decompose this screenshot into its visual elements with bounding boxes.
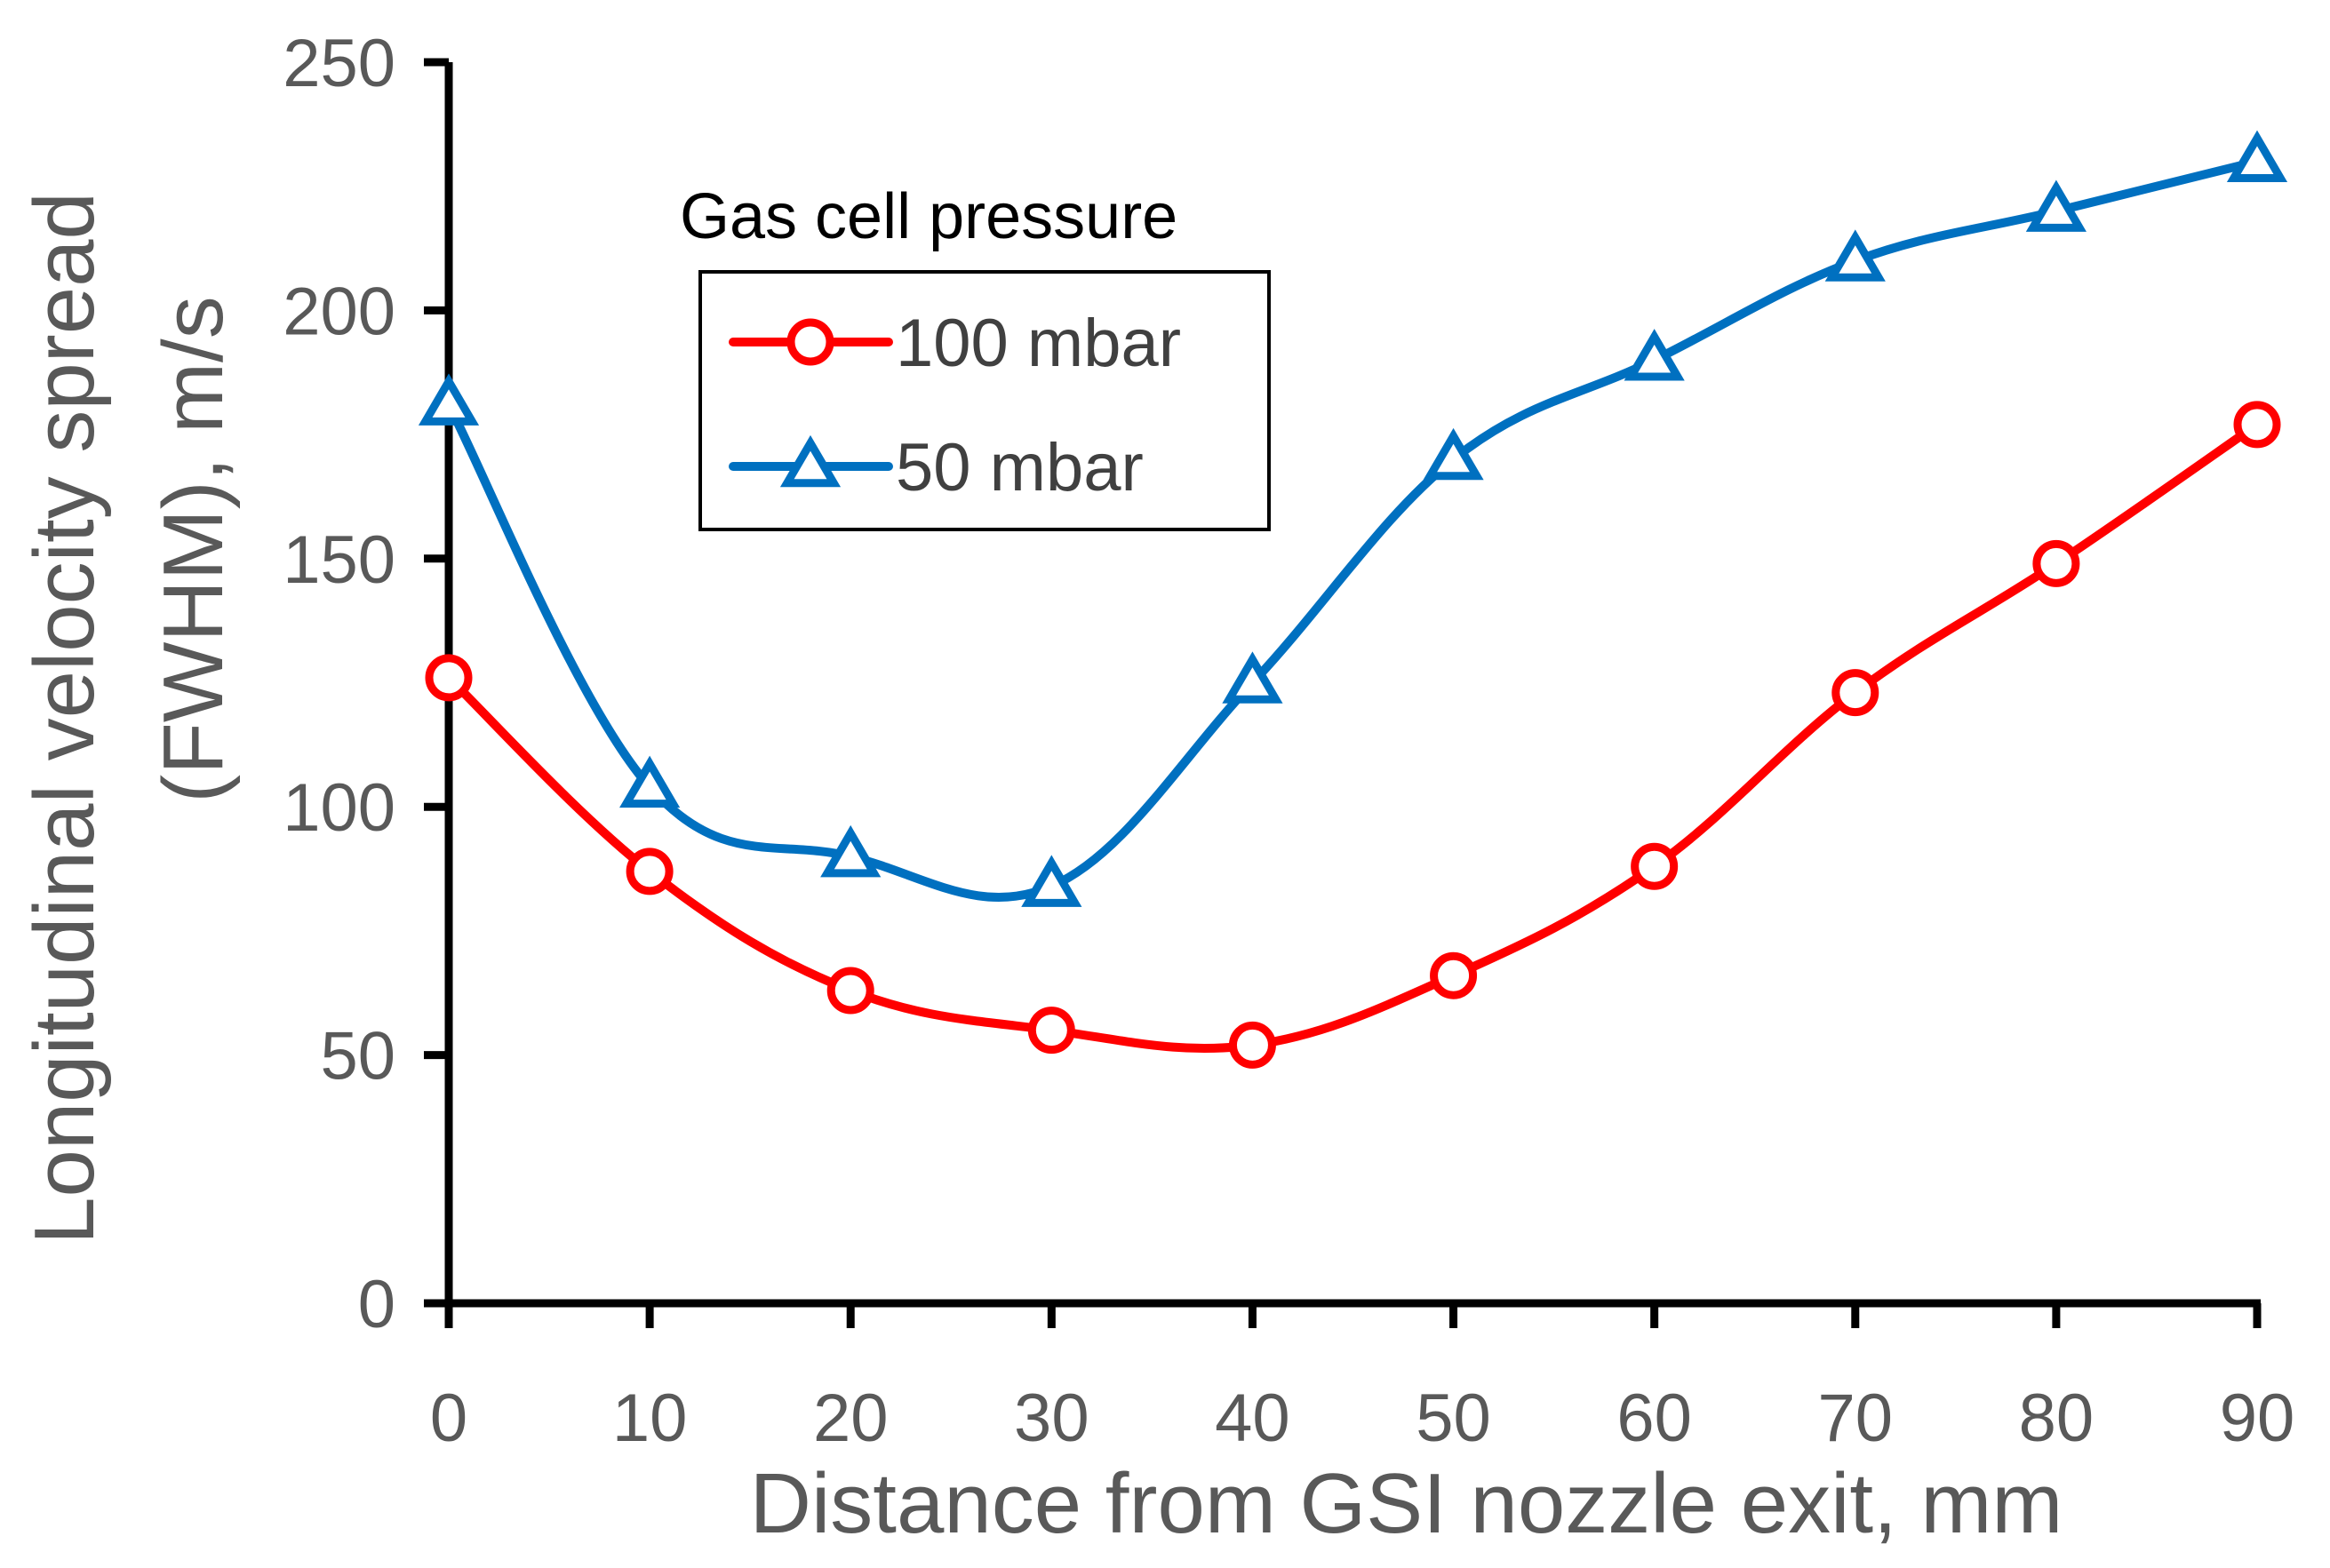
legend-box (698, 270, 1271, 531)
y-tick-label: 50 (320, 1019, 395, 1094)
data-point (1021, 855, 1082, 907)
legend: Gas cell pressure 100 mbar 50 mbar (680, 181, 1271, 531)
legend-entry: 50 mbar (729, 430, 1144, 505)
x-tick-label: 90 (2220, 1381, 2295, 1456)
y-axis-title-line1: Longitudinal velocity spread (17, 192, 112, 1245)
x-axis-title: Distance from GSI nozzle exit, mm (750, 1456, 2063, 1551)
data-point (619, 755, 681, 808)
series-0 (425, 401, 2281, 1069)
y-tick-label: 250 (283, 26, 395, 101)
legend-label: 50 mbar (896, 430, 1144, 505)
x-tick-label: 0 (430, 1381, 467, 1456)
data-point (1222, 651, 1283, 704)
data-point (1027, 1007, 1075, 1055)
series-line (444, 419, 2262, 1054)
series (418, 130, 2288, 1069)
series-line (444, 156, 2262, 903)
data-point (418, 373, 480, 426)
series-1 (418, 130, 2288, 907)
legend-entry: 100 mbar (729, 306, 1181, 381)
x-tick-label: 30 (1014, 1381, 1089, 1456)
data-point (1430, 951, 1478, 999)
data-point (1631, 842, 1679, 890)
data-point (1423, 427, 1484, 481)
data-point (2233, 401, 2281, 449)
data-point (1831, 669, 1879, 717)
y-tick-label: 150 (283, 522, 395, 598)
y-tick-label: 0 (358, 1267, 395, 1342)
data-point (820, 824, 882, 878)
data-point (1228, 1021, 1276, 1069)
x-tick-label: 80 (2019, 1381, 2095, 1456)
data-point (826, 967, 874, 1015)
data-point (2032, 539, 2080, 587)
legend-marker (779, 434, 842, 488)
y-tick-label: 200 (283, 274, 395, 349)
legend-marker (786, 318, 834, 366)
data-point (2025, 179, 2087, 232)
data-point (2226, 130, 2288, 183)
data-point (626, 848, 674, 895)
x-tick-label: 70 (1818, 1381, 1894, 1456)
legend-label: 100 mbar (896, 306, 1181, 381)
data-point (1824, 229, 1886, 282)
x-tick-label: 10 (612, 1381, 688, 1456)
data-point (425, 654, 473, 702)
x-tick-label: 60 (1616, 1381, 1692, 1456)
data-point (1624, 329, 1685, 381)
legend-entries: 100 mbar 50 mbar (729, 306, 1181, 505)
legend-title: Gas cell pressure (680, 181, 1177, 252)
x-tick-label: 50 (1416, 1381, 1491, 1456)
y-axis-title-line2: (FWHM), m/s (146, 296, 241, 802)
y-tick-label: 100 (283, 770, 395, 846)
x-tick-label: 40 (1215, 1381, 1290, 1456)
ticks: 0 50 100 150 200 250 0 10 20 30 40 50 60 70 80 90 (283, 26, 2294, 1456)
x-tick-label: 20 (813, 1381, 889, 1456)
